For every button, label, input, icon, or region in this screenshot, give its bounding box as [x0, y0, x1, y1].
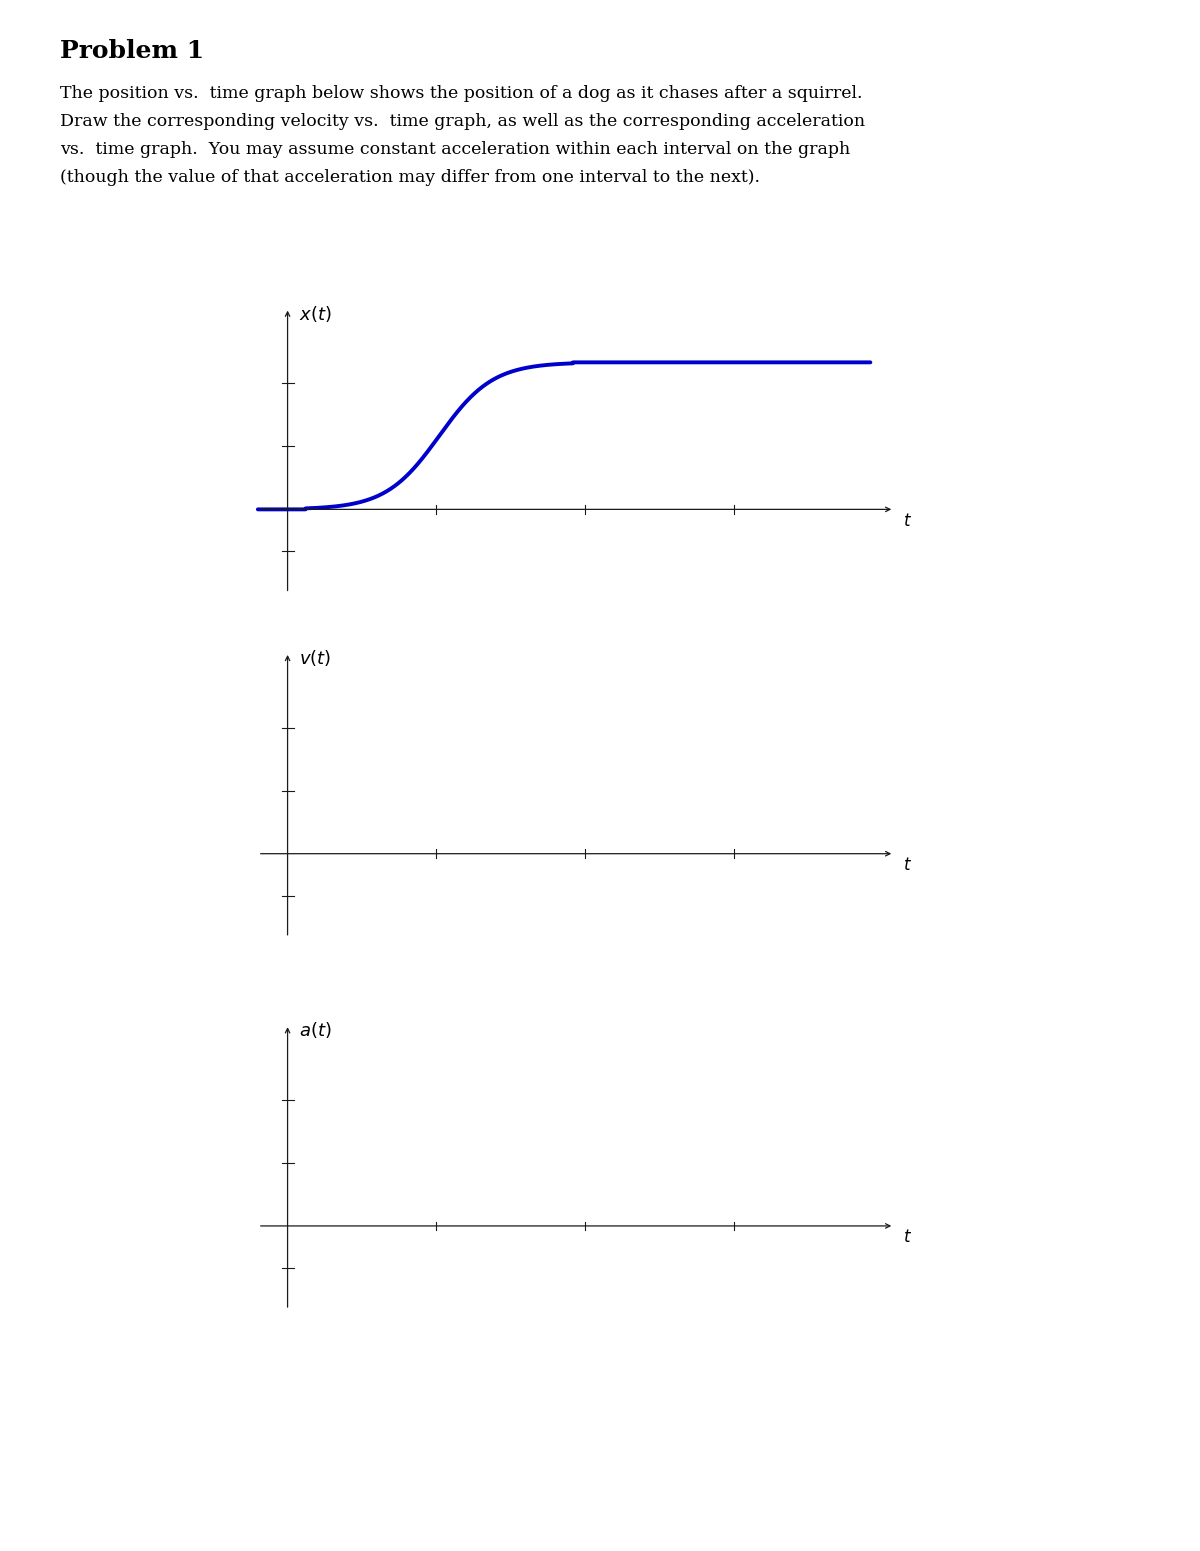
Text: $x(t)$: $x(t)$: [300, 304, 332, 324]
Text: $t$: $t$: [904, 513, 912, 530]
Text: The position vs.  time graph below shows the position of a dog as it chases afte: The position vs. time graph below shows …: [60, 85, 863, 102]
Text: $v(t)$: $v(t)$: [300, 648, 331, 668]
Text: $t$: $t$: [904, 858, 912, 875]
Text: (though the value of that acceleration may differ from one interval to the next): (though the value of that acceleration m…: [60, 169, 760, 186]
Text: $t$: $t$: [904, 1230, 912, 1247]
Text: vs.  time graph.  You may assume constant acceleration within each interval on t: vs. time graph. You may assume constant …: [60, 141, 851, 158]
Text: Problem 1: Problem 1: [60, 39, 204, 62]
Text: $a(t)$: $a(t)$: [300, 1021, 332, 1041]
Text: Draw the corresponding velocity vs.  time graph, as well as the corresponding ac: Draw the corresponding velocity vs. time…: [60, 113, 865, 130]
